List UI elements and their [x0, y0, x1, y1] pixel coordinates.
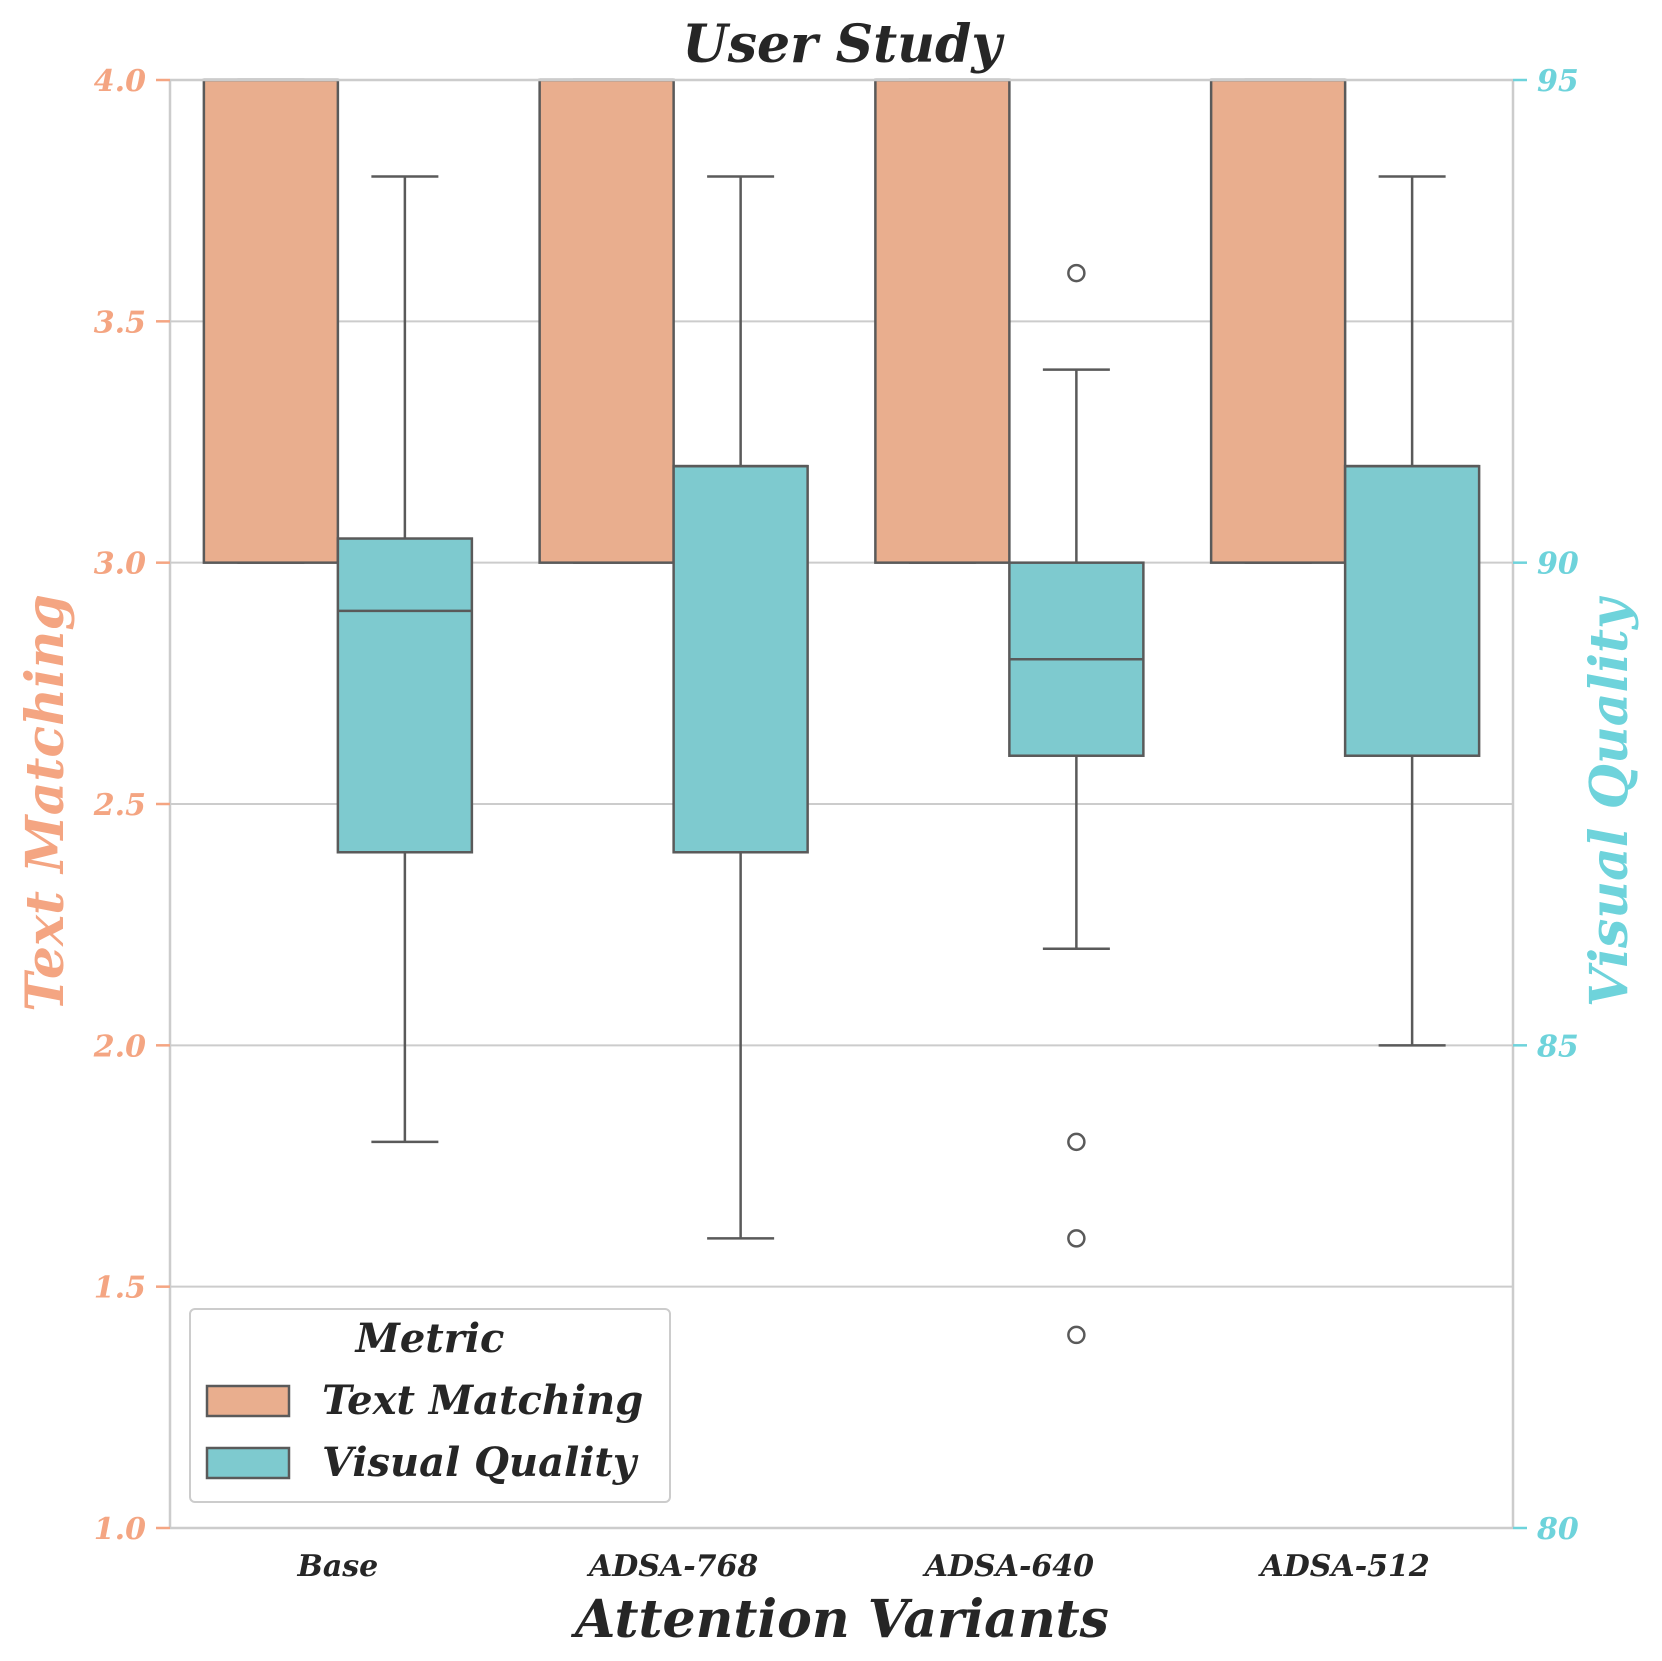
legend-label-text-matching: Text Matching [322, 1377, 643, 1424]
box-iqr [336, 537, 474, 854]
left-axis-tick-label: 2.5 [93, 788, 146, 823]
box-text-matching [538, 78, 675, 564]
left-axis-tick-label: 2.0 [93, 1029, 146, 1064]
left-axis-tick-label: 1.0 [94, 1512, 146, 1547]
tick-labels: 1.0 1.5 2.0 2.5 3.0 3.5 4.0 80 85 90 95 Base ADSA-76… [93, 64, 1579, 1584]
legend: Metric Text Matching Visual Quality [189, 1308, 671, 1503]
box-iqr [1343, 464, 1481, 757]
right-axis-tick-label: 95 [1537, 64, 1579, 99]
legend-frame [189, 1308, 671, 1503]
box-iqr [874, 78, 1011, 564]
box-text-matching [874, 78, 1011, 564]
outlier-point [1067, 263, 1086, 283]
box-iqr [672, 464, 809, 854]
x-axis-category-label: ADSA-768 [586, 1549, 758, 1584]
left-axis-tick-label: 1.5 [94, 1271, 146, 1306]
box-iqr [202, 78, 340, 564]
box-visual-quality [1008, 263, 1145, 1345]
left-axis-tick-label: 3.0 [94, 547, 146, 582]
right-axis-tick-label: 85 [1536, 1029, 1579, 1064]
legend-title: Metric [354, 1315, 505, 1362]
x-axis-category-label: ADSA-640 [922, 1549, 1094, 1584]
legend-label-visual-quality: Visual Quality [322, 1439, 639, 1486]
chart-title: User Study [682, 14, 1005, 75]
outlier-point [1067, 1325, 1086, 1345]
x-axis-label: Attention Variants [570, 1589, 1109, 1650]
box-text-matching [1209, 78, 1347, 564]
box-visual-quality [1343, 175, 1481, 1047]
box-text-matching [202, 78, 340, 564]
box-visual-quality [672, 175, 809, 1240]
box-iqr [538, 78, 675, 564]
box-iqr [1209, 78, 1347, 564]
box-visual-quality [336, 175, 474, 1144]
y-axis-label-left: Text Matching [15, 594, 76, 1012]
left-axis-tick-label: 3.5 [94, 305, 146, 340]
legend-swatch-text-matching [205, 1384, 291, 1418]
legend-swatch-visual-quality [205, 1446, 291, 1480]
right-axis-tick-label: 90 [1537, 547, 1579, 582]
box-plots [202, 78, 1481, 1345]
left-axis-tick-label: 4.0 [94, 64, 146, 99]
right-axis-tick-label: 80 [1536, 1512, 1579, 1547]
outlier-point [1067, 1132, 1086, 1152]
outlier-point [1067, 1229, 1086, 1248]
y-axis-label-right: Visual Quality [1579, 595, 1640, 1007]
x-axis-category-label: ADSA-512 [1257, 1549, 1429, 1584]
x-axis-category-label: Base [296, 1549, 378, 1584]
